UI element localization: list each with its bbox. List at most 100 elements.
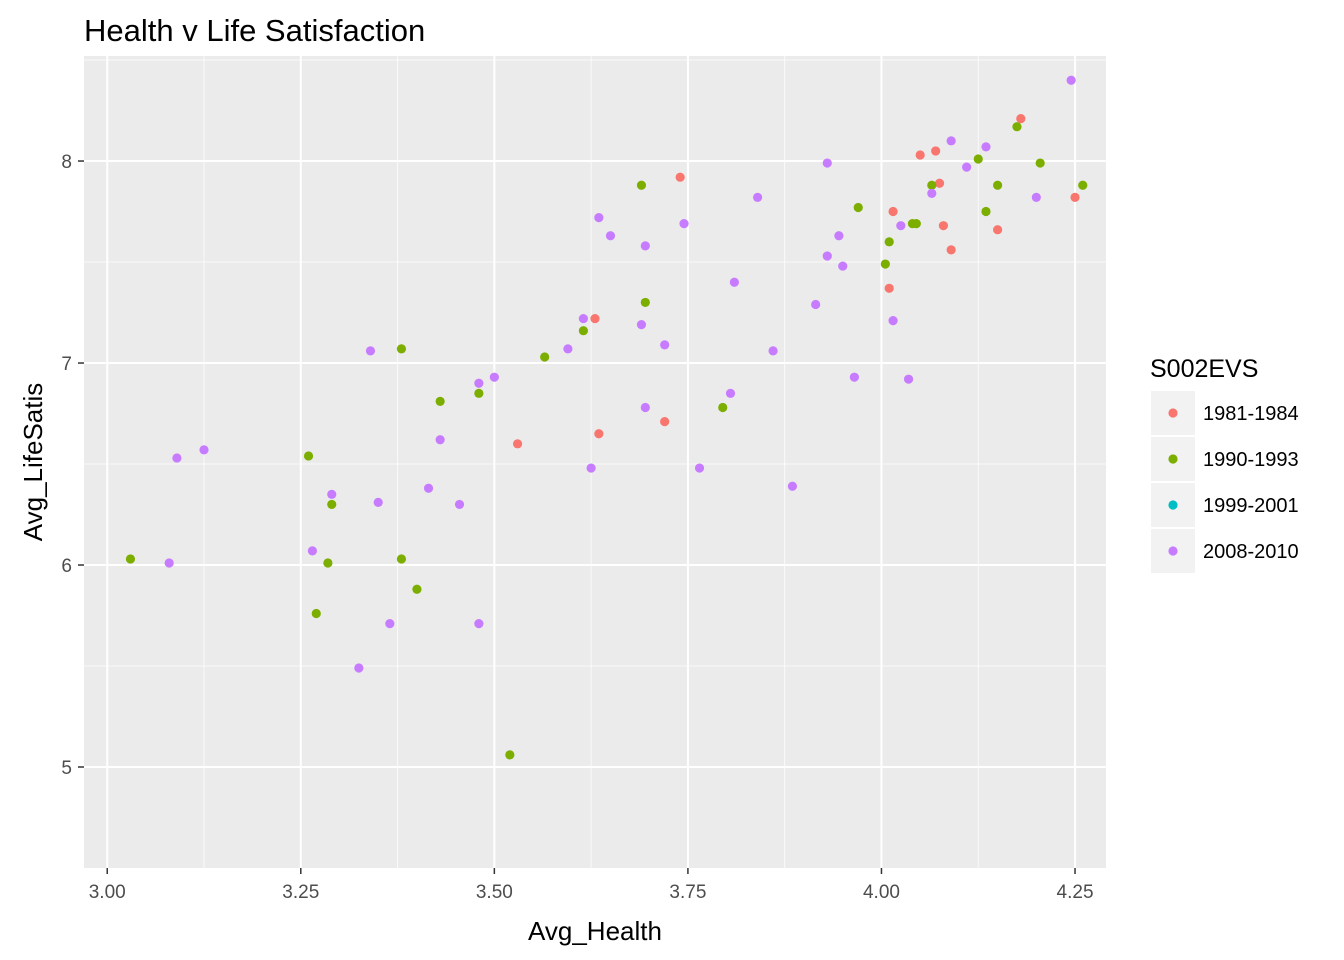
legend: S002EVS 1981-1984 1990-1993 1999-2001 2008-…: [1150, 355, 1299, 573]
data-point-1990-1993: [396, 554, 407, 564]
chart-title: Health v Life Satisfaction: [84, 13, 425, 48]
data-point-1990-1993: [540, 352, 550, 362]
data-point-1990-1993: [1078, 180, 1088, 190]
x-tick-label: 3.50: [476, 882, 513, 903]
data-point-2008-2010: [307, 546, 318, 556]
data-point-1981-1984: [946, 245, 956, 255]
data-point-2008-2010: [164, 558, 174, 568]
y-axis: 5 6 7 8: [61, 152, 84, 779]
legend-key-dot: [1168, 546, 1178, 556]
data-point-1990-1993: [474, 388, 484, 398]
data-point-2008-2010: [838, 261, 848, 271]
y-tick-label: 6: [61, 556, 72, 577]
data-point-2008-2010: [578, 313, 588, 324]
major-gridlines: [84, 56, 1106, 868]
data-point-2008-2010: [927, 188, 937, 198]
data-point-1990-1993: [578, 326, 588, 336]
data-point-2008-2010: [474, 618, 484, 629]
data-point-2008-2010: [729, 277, 739, 287]
data-point-1990-1993: [853, 202, 863, 213]
data-point-2008-2010: [327, 489, 337, 499]
data-point-1990-1993: [993, 180, 1003, 190]
data-point-2008-2010: [1031, 192, 1041, 202]
data-point-2008-2010: [725, 388, 736, 398]
y-axis-title: Avg_LifeSatis: [18, 383, 48, 542]
legend-title: S002EVS: [1150, 355, 1258, 383]
data-point-1990-1993: [435, 396, 445, 407]
data-point-2008-2010: [640, 402, 650, 413]
plot-panel: [84, 56, 1106, 868]
data-point-2008-2010: [423, 483, 434, 493]
y-tick-label: 7: [61, 354, 72, 375]
legend-label: 1990-1993: [1203, 449, 1299, 471]
data-point-1981-1984: [938, 221, 949, 231]
y-tick-label: 8: [61, 152, 72, 173]
data-point-2008-2010: [962, 162, 972, 172]
data-point-2008-2010: [454, 499, 465, 510]
data-point-2008-2010: [768, 346, 778, 356]
data-point-1981-1984: [1016, 114, 1026, 124]
data-point-2008-2010: [172, 453, 182, 463]
data-point-2008-2010: [435, 435, 445, 445]
x-tick-label: 3.75: [669, 882, 706, 903]
data-point-1981-1984: [512, 439, 523, 449]
x-tick-label: 4.00: [863, 882, 900, 903]
data-point-2008-2010: [474, 378, 484, 388]
data-point-1981-1984: [934, 178, 945, 188]
legend-key-dot: [1168, 454, 1178, 464]
data-point-2008-2010: [385, 618, 395, 629]
minor-gridlines: [84, 56, 1106, 868]
data-point-1990-1993: [880, 259, 890, 269]
legend-label: 1981-1984: [1203, 403, 1299, 425]
data-point-2008-2010: [640, 241, 650, 251]
data-point-1990-1993: [1012, 122, 1022, 132]
y-tick-label: 5: [61, 758, 72, 779]
data-point-2008-2010: [694, 463, 705, 473]
data-point-2008-2010: [822, 251, 832, 261]
data-point-2008-2010: [834, 231, 844, 241]
data-point-1981-1984: [931, 146, 941, 156]
data-points: [125, 75, 1088, 760]
legend-key-dot: [1168, 408, 1178, 418]
data-point-2008-2010: [660, 340, 670, 350]
data-point-1981-1984: [1070, 192, 1080, 202]
data-point-2008-2010: [605, 231, 616, 241]
legend-key-dot: [1168, 500, 1178, 510]
data-point-1990-1993: [1035, 158, 1045, 168]
x-tick-label: 3.00: [89, 882, 126, 903]
data-point-2008-2010: [586, 463, 596, 473]
data-point-1990-1993: [636, 180, 647, 190]
data-point-1981-1984: [660, 417, 670, 427]
data-point-2008-2010: [946, 136, 956, 146]
data-point-2008-2010: [679, 219, 689, 229]
data-point-1981-1984: [675, 172, 685, 182]
data-point-2008-2010: [752, 192, 763, 202]
x-axis: 3.00 3.25 3.50 3.75 4.00 4.25: [89, 868, 1094, 903]
data-point-1990-1993: [303, 451, 314, 461]
data-point-2008-2010: [365, 346, 376, 356]
data-point-1990-1993: [640, 297, 650, 308]
legend-label: 1999-2001: [1203, 495, 1299, 517]
data-point-2008-2010: [811, 299, 821, 310]
x-axis-title: Avg_Health: [528, 916, 662, 946]
data-point-1981-1984: [590, 313, 600, 324]
data-point-1990-1993: [718, 402, 728, 413]
data-point-2008-2010: [594, 212, 604, 223]
data-point-1990-1993: [884, 237, 894, 247]
data-point-1990-1993: [911, 219, 921, 229]
data-point-1981-1984: [915, 150, 925, 160]
data-point-1990-1993: [327, 499, 337, 510]
data-point-2008-2010: [849, 372, 859, 382]
data-point-1981-1984: [594, 429, 604, 439]
data-point-1981-1984: [888, 206, 898, 217]
data-point-1990-1993: [125, 554, 136, 564]
data-point-2008-2010: [888, 316, 898, 326]
data-point-1990-1993: [981, 206, 991, 217]
data-point-1990-1993: [412, 584, 422, 594]
data-point-1990-1993: [505, 750, 515, 760]
data-point-2008-2010: [373, 497, 383, 507]
data-point-2008-2010: [787, 481, 798, 491]
data-point-2008-2010: [354, 663, 364, 673]
legend-label: 2008-2010: [1203, 541, 1299, 563]
